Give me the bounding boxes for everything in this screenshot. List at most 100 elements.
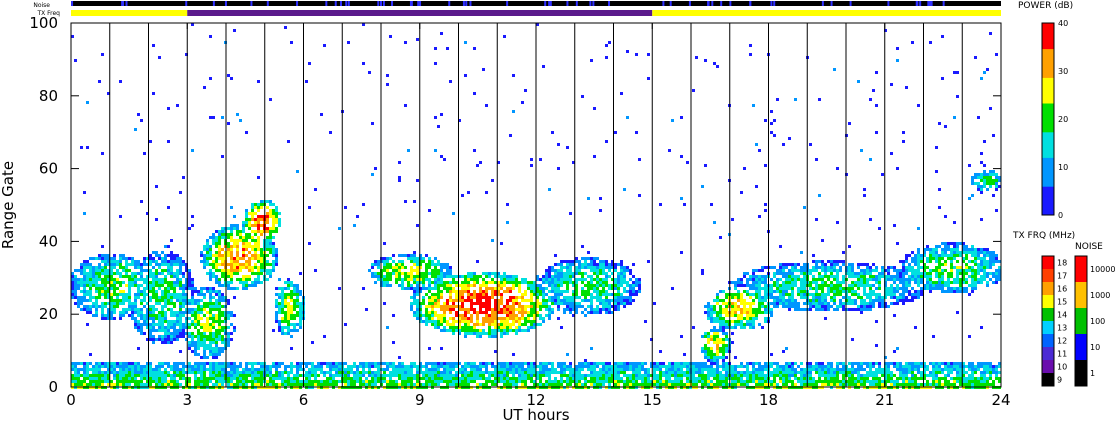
scatter-cell bbox=[77, 368, 80, 371]
scatter-cell bbox=[434, 272, 437, 275]
scatter-cell bbox=[164, 317, 167, 320]
scatter-cell bbox=[416, 368, 419, 371]
scatter-cell bbox=[188, 269, 191, 272]
scatter-cell bbox=[86, 260, 89, 263]
scatter-cell bbox=[86, 362, 89, 365]
scatter-cell bbox=[209, 362, 212, 365]
scatter-cell bbox=[149, 371, 152, 374]
scatter-cell bbox=[443, 329, 446, 332]
scatter-cell bbox=[125, 293, 128, 296]
scatter-cell bbox=[278, 374, 281, 377]
scatter-cell bbox=[578, 278, 581, 281]
scatter-cell bbox=[569, 278, 572, 281]
scatter-cell bbox=[446, 371, 449, 374]
scatter-cell bbox=[677, 365, 680, 368]
scatter-cell bbox=[719, 308, 722, 311]
scatter-cell bbox=[536, 323, 539, 326]
scatter-cell bbox=[725, 344, 728, 347]
scatter-cell bbox=[389, 377, 392, 380]
scatter-cell bbox=[443, 368, 446, 371]
scatter-cell bbox=[668, 374, 671, 377]
scatter-cell bbox=[74, 284, 77, 287]
scatter-cell bbox=[227, 380, 230, 383]
scatter-cell bbox=[443, 314, 446, 317]
scatter-cell bbox=[428, 302, 431, 305]
scatter-cell bbox=[362, 374, 365, 377]
noise-mark bbox=[325, 1, 328, 6]
scatter-cell bbox=[191, 344, 194, 347]
scatter-cell bbox=[575, 287, 578, 290]
scatter-cell bbox=[482, 323, 485, 326]
scatter-cell bbox=[251, 230, 254, 233]
scatter-cell bbox=[527, 329, 530, 332]
scatter-cell bbox=[176, 104, 179, 107]
scatter-cell bbox=[98, 257, 101, 260]
scatter-cell bbox=[137, 371, 140, 374]
scatter-cell bbox=[245, 275, 248, 278]
scatter-cell bbox=[542, 305, 545, 308]
scatter-cell bbox=[464, 362, 467, 365]
scatter-cell bbox=[419, 290, 422, 293]
scatter-cell bbox=[719, 323, 722, 326]
scatter-cell bbox=[719, 329, 722, 332]
scatter-cell bbox=[464, 365, 467, 368]
scatter-cell bbox=[176, 254, 179, 257]
scatter-cell bbox=[599, 302, 602, 305]
scatter-cell bbox=[275, 206, 278, 209]
scatter-cell bbox=[617, 272, 620, 275]
scatter-cell bbox=[131, 260, 134, 263]
scatter-cell bbox=[140, 293, 143, 296]
scatter-cell bbox=[230, 239, 233, 242]
scatter-cell bbox=[536, 365, 539, 368]
scatter-cell bbox=[509, 275, 512, 278]
scatter-cell bbox=[215, 245, 218, 248]
scatter-cell bbox=[512, 305, 515, 308]
scatter-cell bbox=[497, 374, 500, 377]
scatter-cell bbox=[119, 365, 122, 368]
noise-mark bbox=[462, 1, 465, 6]
scatter-cell bbox=[611, 287, 614, 290]
scatter-cell bbox=[203, 245, 206, 248]
scatter-cell bbox=[482, 272, 485, 275]
scatter-cell bbox=[92, 302, 95, 305]
scatter-cell bbox=[278, 311, 281, 314]
scatter-cell bbox=[350, 383, 353, 386]
scatter-cell bbox=[494, 314, 497, 317]
scatter-cell bbox=[713, 299, 716, 302]
scatter-cell bbox=[716, 359, 719, 362]
scatter-cell bbox=[551, 269, 554, 272]
scatter-cell bbox=[86, 290, 89, 293]
scatter-cell bbox=[437, 302, 440, 305]
scatter-cell bbox=[569, 302, 572, 305]
scatter-cell bbox=[281, 299, 284, 302]
scatter-cell bbox=[110, 257, 113, 260]
scatter-cell bbox=[452, 377, 455, 380]
scatter-cell bbox=[266, 242, 269, 245]
scatter-cell bbox=[329, 380, 332, 383]
scatter-cell bbox=[485, 281, 488, 284]
scatter-cell bbox=[251, 212, 254, 215]
scatter-cell bbox=[278, 305, 281, 308]
scatter-cell bbox=[485, 287, 488, 290]
scatter-cell bbox=[266, 227, 269, 230]
scatter-cell bbox=[530, 365, 533, 368]
scatter-cell bbox=[446, 323, 449, 326]
scatter-cell bbox=[446, 383, 449, 386]
scatter-cell bbox=[203, 260, 206, 263]
scatter-cell bbox=[203, 344, 206, 347]
scatter-cell bbox=[725, 302, 728, 305]
scatter-cell bbox=[476, 293, 479, 296]
scatter-cell bbox=[509, 365, 512, 368]
scatter-cell bbox=[197, 290, 200, 293]
scatter-cell bbox=[479, 368, 482, 371]
scatter-cell bbox=[629, 290, 632, 293]
scatter-cell bbox=[71, 290, 74, 293]
scatter-cell bbox=[617, 371, 620, 374]
scatter-cell bbox=[290, 335, 293, 338]
scatter-cell bbox=[560, 368, 563, 371]
scatter-cell bbox=[467, 371, 470, 374]
scatter-cell bbox=[572, 284, 575, 287]
scatter-cell bbox=[389, 266, 392, 269]
scatter-cell bbox=[206, 347, 209, 350]
scatter-cell bbox=[413, 275, 416, 278]
